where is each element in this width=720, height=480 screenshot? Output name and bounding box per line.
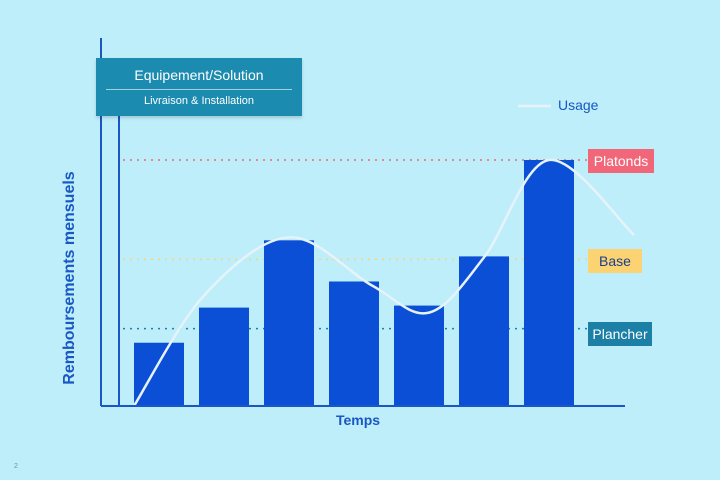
bars bbox=[134, 160, 574, 406]
annotation-divider bbox=[106, 89, 292, 90]
annotation-title: Equipement/Solution bbox=[134, 67, 264, 83]
bar-6 bbox=[459, 256, 509, 406]
bar-2 bbox=[199, 307, 249, 406]
y-axis-label: Remboursements mensuels bbox=[61, 171, 78, 385]
reference-label-plancher: Plancher bbox=[588, 322, 652, 346]
legend-usage-label: Usage bbox=[558, 97, 599, 113]
bar-7 bbox=[524, 160, 574, 406]
bar-4 bbox=[329, 281, 379, 406]
annotation-subtitle: Livraison & Installation bbox=[143, 95, 255, 107]
bar-3 bbox=[264, 240, 314, 406]
page-number: 2 bbox=[14, 463, 18, 470]
usage-line bbox=[132, 158, 635, 407]
bar-5 bbox=[394, 305, 444, 406]
annotation-box: Equipement/Solution Livraison & Installa… bbox=[96, 58, 302, 116]
x-axis-label: Temps bbox=[336, 412, 381, 428]
reference-label-platonds: Platonds bbox=[588, 149, 654, 173]
reference-label-base: Base bbox=[588, 249, 642, 273]
bar-1 bbox=[134, 342, 184, 406]
